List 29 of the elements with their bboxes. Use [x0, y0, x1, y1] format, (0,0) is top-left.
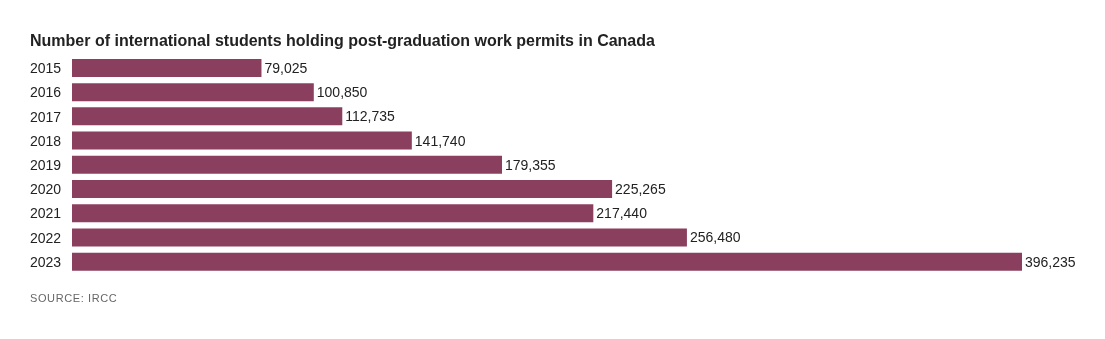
data-label: 396,235	[1025, 253, 1076, 270]
data-label: 79,025	[264, 59, 308, 76]
bar	[72, 204, 594, 223]
y-tick-label: 2019	[30, 157, 62, 173]
bar	[72, 155, 503, 174]
bar	[72, 131, 412, 150]
y-tick-label: 2016	[30, 84, 62, 101]
bar	[72, 58, 262, 77]
bar	[72, 180, 613, 199]
bar	[72, 228, 687, 247]
y-tick-label: 2015	[30, 60, 62, 77]
data-label: 100,850	[316, 84, 368, 101]
source-note: SOURCE: IRCC	[29, 291, 119, 304]
data-label: 256,480	[689, 229, 741, 246]
y-tick-label: 2018	[30, 132, 62, 149]
data-label: 225,265	[615, 180, 666, 197]
data-label: 179,355	[505, 156, 556, 173]
data-label: 217,440	[596, 205, 648, 222]
bar	[72, 252, 1022, 271]
data-label: 112,735	[345, 108, 396, 125]
y-tick-label: 2022	[30, 229, 62, 246]
bar	[72, 83, 314, 102]
y-tick-label: 2017	[30, 108, 62, 125]
bar	[72, 107, 343, 126]
y-tick-label: 2020	[30, 181, 62, 198]
y-tick-label: 2021	[30, 205, 62, 222]
chart-title: Number of international students holding post-graduation work permits in Canada	[29, 31, 656, 51]
y-tick-label: 2023	[30, 253, 62, 270]
data-label: 141,740	[414, 132, 466, 149]
